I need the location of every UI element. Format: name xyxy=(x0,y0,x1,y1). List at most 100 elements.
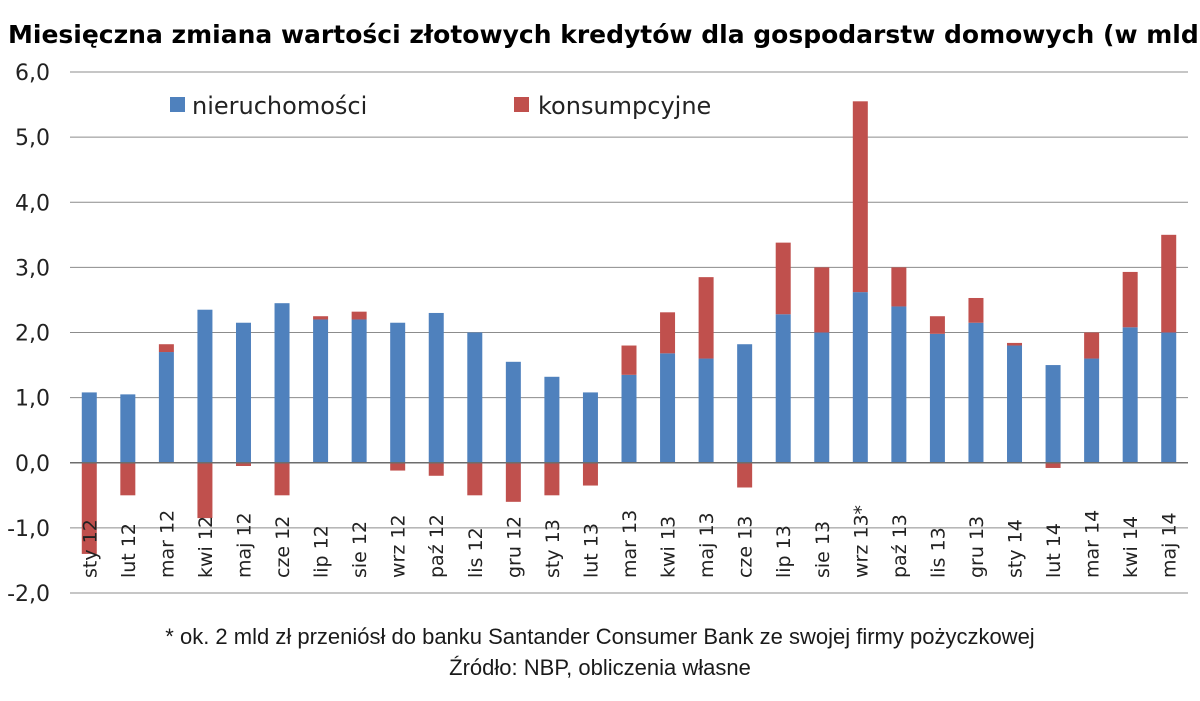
bar-konsumpcyjne xyxy=(814,267,830,333)
x-tick-label: lip 12 xyxy=(311,525,333,578)
x-tick-label: gru 12 xyxy=(503,516,525,578)
y-tick-label: 5,0 xyxy=(15,126,50,151)
bar-nieruchomosci xyxy=(1161,332,1177,463)
bar-konsumpcyjne xyxy=(1161,234,1177,333)
x-tick-label: cze 12 xyxy=(272,516,294,578)
bar-konsumpcyjne xyxy=(698,277,714,359)
x-tick-label: maj 12 xyxy=(233,512,255,578)
bar-nieruchomosci xyxy=(158,352,174,463)
bar-nieruchomosci xyxy=(660,353,676,463)
bar-konsumpcyjne xyxy=(197,462,213,519)
legend-label-konsumpcyjne: konsumpcyjne xyxy=(538,92,711,120)
y-axis-ticks: -2,0 -1,0 0,0 1,0 2,0 3,0 4,0 5,0 6,0 xyxy=(7,61,50,607)
bar-konsumpcyjne xyxy=(428,462,444,476)
y-tick-label: 2,0 xyxy=(15,322,50,347)
bar-konsumpcyjne xyxy=(737,462,753,488)
x-tick-label: sty 14 xyxy=(1005,519,1027,578)
bar-nieruchomosci xyxy=(505,361,521,463)
bar-konsumpcyjne xyxy=(775,242,791,315)
x-tick-label: mar 14 xyxy=(1082,510,1104,578)
bar-konsumpcyjne xyxy=(505,462,521,502)
x-tick-label: lis 13 xyxy=(927,527,949,578)
bar-nieruchomosci xyxy=(698,358,714,463)
bar-nieruchomosci xyxy=(891,306,907,463)
bar-nieruchomosci xyxy=(814,332,830,463)
bar-konsumpcyjne xyxy=(274,462,290,496)
bar-konsumpcyjne xyxy=(1045,462,1061,468)
bar-konsumpcyjne xyxy=(582,462,598,486)
y-tick-label: -1,0 xyxy=(7,517,50,542)
source-note: Źródło: NBP, obliczenia własne xyxy=(449,655,751,680)
bar-nieruchomosci xyxy=(467,332,483,463)
x-tick-label: lip 13 xyxy=(773,525,795,578)
legend-label-nieruchomosci: nieruchomości xyxy=(192,92,367,120)
x-tick-label: kwi 14 xyxy=(1120,516,1142,578)
bar-nieruchomosci xyxy=(775,314,791,463)
bar-nieruchomosci xyxy=(929,333,945,463)
x-tick-label: maj 13 xyxy=(696,512,718,578)
bar-konsumpcyjne xyxy=(1007,342,1023,346)
y-tick-label: 1,0 xyxy=(15,387,50,412)
x-tick-label: maj 14 xyxy=(1159,512,1181,578)
bar-nieruchomosci xyxy=(81,392,97,463)
footnote: * ok. 2 mld zł przeniósł do banku Santan… xyxy=(165,624,1035,649)
y-tick-label: -2,0 xyxy=(7,582,50,607)
x-tick-label: sty 12 xyxy=(79,519,101,578)
bar-nieruchomosci xyxy=(428,312,444,463)
bar-konsumpcyjne xyxy=(351,311,367,320)
y-tick-label: 6,0 xyxy=(15,61,50,86)
bar-nieruchomosci xyxy=(351,319,367,463)
bar-nieruchomosci xyxy=(582,392,598,463)
bars xyxy=(81,101,1177,554)
x-tick-label: lut 14 xyxy=(1043,523,1065,578)
bar-nieruchomosci xyxy=(1122,327,1138,463)
x-tick-label: sie 12 xyxy=(349,521,371,578)
x-axis-labels: sty 12 lut 12 mar 12 kwi 12 maj 12 cze 12 lip … xyxy=(79,505,1180,578)
y-tick-label: 3,0 xyxy=(15,256,50,281)
bar-nieruchomosci xyxy=(544,376,560,463)
bar-nieruchomosci xyxy=(274,303,290,463)
x-tick-label: kwi 13 xyxy=(658,516,680,578)
bar-nieruchomosci xyxy=(852,292,868,463)
x-tick-label: cze 13 xyxy=(735,516,757,578)
x-tick-label: sty 13 xyxy=(542,519,564,578)
bar-konsumpcyjne xyxy=(660,312,676,354)
bar-konsumpcyjne xyxy=(235,462,251,467)
x-tick-label: lis 12 xyxy=(465,527,487,578)
bar-nieruchomosci xyxy=(197,309,213,463)
bar-nieruchomosci xyxy=(1045,365,1061,463)
bar-konsumpcyjne xyxy=(891,267,907,307)
legend-swatch-nieruchomosci xyxy=(170,97,185,112)
bar-nieruchomosci xyxy=(390,322,406,463)
x-tick-label: lut 12 xyxy=(118,523,140,578)
bar-konsumpcyjne xyxy=(120,462,136,496)
bar-konsumpcyjne xyxy=(467,462,483,496)
bar-nieruchomosci xyxy=(120,394,136,463)
bar-konsumpcyjne xyxy=(968,297,984,323)
y-tick-label: 0,0 xyxy=(15,452,50,477)
x-tick-label: wrz 13* xyxy=(850,505,872,578)
x-tick-label: mar 12 xyxy=(156,510,178,578)
x-tick-label: paź 12 xyxy=(426,514,448,578)
x-tick-label: mar 13 xyxy=(619,510,641,578)
bar-konsumpcyjne xyxy=(852,101,868,293)
x-tick-label: paź 13 xyxy=(889,514,911,578)
bar-konsumpcyjne xyxy=(621,345,637,375)
bar-konsumpcyjne xyxy=(1084,332,1100,359)
bar-nieruchomosci xyxy=(313,319,329,463)
x-tick-label: wrz 12 xyxy=(388,514,410,578)
bar-konsumpcyjne xyxy=(544,462,560,496)
legend-swatch-konsumpcyjne xyxy=(514,97,529,112)
bar-konsumpcyjne xyxy=(929,316,945,334)
bar-nieruchomosci xyxy=(1084,358,1100,463)
bar-konsumpcyjne xyxy=(1122,271,1138,328)
x-tick-label: lut 13 xyxy=(580,523,602,578)
y-tick-label: 4,0 xyxy=(15,191,50,216)
bar-konsumpcyjne xyxy=(313,316,329,320)
legend: nieruchomości konsumpcyjne xyxy=(170,92,711,120)
bar-konsumpcyjne xyxy=(158,344,174,353)
chart-title: Miesięczna zmiana wartości złotowych kre… xyxy=(8,20,1200,49)
bar-nieruchomosci xyxy=(235,322,251,463)
bar-konsumpcyjne xyxy=(81,462,97,554)
